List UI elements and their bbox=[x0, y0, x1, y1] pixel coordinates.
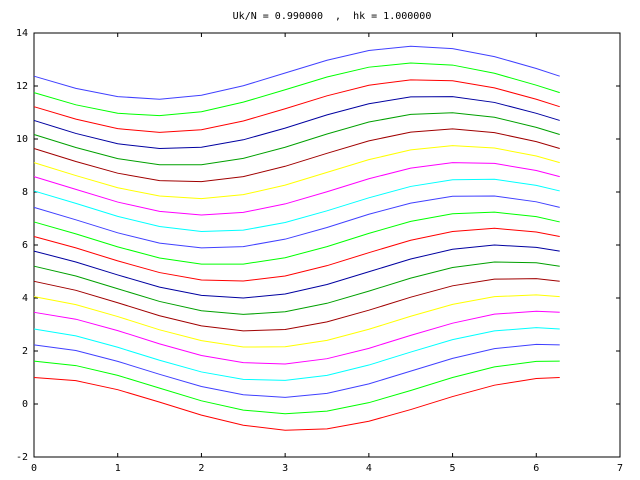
series-line bbox=[33, 45, 560, 100]
series-line bbox=[33, 310, 560, 365]
x-tick-label: 7 bbox=[617, 463, 623, 474]
series-line bbox=[33, 79, 560, 133]
y-tick-label: 2 bbox=[22, 346, 28, 357]
chart-title: Uk/N = 0.990000 , hk = 1.000000 bbox=[233, 11, 432, 22]
series-line bbox=[33, 112, 560, 166]
y-tick-label: 4 bbox=[22, 293, 28, 304]
series-line bbox=[33, 145, 560, 200]
series-line bbox=[33, 227, 560, 282]
series-line bbox=[33, 128, 560, 183]
x-tick-label: 3 bbox=[282, 463, 288, 474]
y-tick-label: 10 bbox=[16, 134, 28, 145]
series-line bbox=[33, 62, 560, 117]
y-tick-label: 0 bbox=[22, 399, 28, 410]
series-line bbox=[33, 211, 560, 265]
x-tick-label: 5 bbox=[450, 463, 456, 474]
series-line bbox=[33, 327, 560, 381]
series-line bbox=[33, 377, 560, 431]
x-tick-label: 1 bbox=[115, 463, 121, 474]
series-line bbox=[33, 343, 560, 398]
x-tick-label: 6 bbox=[533, 463, 539, 474]
series-line bbox=[33, 261, 560, 315]
y-tick-label: 6 bbox=[22, 240, 28, 251]
x-tick-label: 4 bbox=[366, 463, 372, 474]
series-line bbox=[33, 96, 560, 150]
y-tick-label: 8 bbox=[22, 187, 28, 198]
x-tick-label: 0 bbox=[31, 463, 37, 474]
y-tick-label: -2 bbox=[16, 452, 28, 463]
x-tick-label: 2 bbox=[198, 463, 204, 474]
series-line bbox=[33, 195, 560, 249]
series-line bbox=[33, 278, 560, 332]
series-line bbox=[33, 162, 560, 216]
y-tick-label: 14 bbox=[16, 28, 28, 39]
series-line bbox=[33, 294, 560, 348]
series-line bbox=[33, 244, 560, 299]
series-line bbox=[33, 360, 560, 415]
series-line bbox=[33, 178, 560, 232]
y-tick-label: 12 bbox=[16, 81, 28, 92]
